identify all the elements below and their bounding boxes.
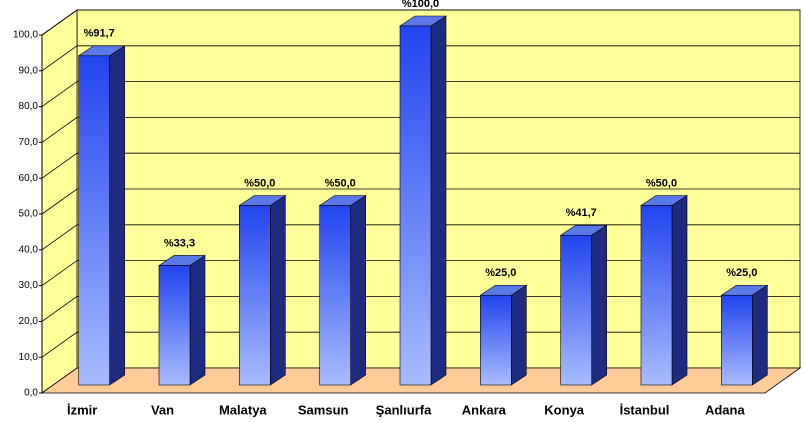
grid-line: [41, 117, 800, 143]
y-tick-label: 50,0: [19, 209, 39, 220]
y-tick-label: 90,0: [19, 65, 39, 76]
y-tick-label: 10,0: [19, 352, 39, 363]
bar: [560, 234, 592, 386]
bar: [158, 265, 191, 386]
bar-side: [671, 194, 688, 386]
grid-line: [41, 260, 800, 286]
x-tick-label: Konya: [544, 402, 585, 417]
x-tick-label: Ankara: [462, 402, 507, 417]
bar: [78, 55, 110, 386]
data-label: %50,0: [244, 177, 275, 189]
x-tick-label: Van: [151, 402, 174, 417]
x-tick-label: Şanlıurfa: [376, 402, 432, 417]
bar-side: [189, 254, 206, 386]
bar-side: [430, 15, 447, 386]
bar: [640, 205, 673, 386]
data-label: %41,7: [566, 207, 597, 219]
x-tick-label: Adana: [705, 402, 746, 417]
bar: [399, 25, 432, 386]
y-tick-label: 60,0: [19, 173, 39, 184]
y-tick-label: 40,0: [19, 244, 39, 255]
grid-line: [41, 81, 800, 107]
x-tick-label: Malatya: [219, 402, 267, 417]
bar: [239, 205, 271, 386]
x-tick-label: Samsun: [298, 402, 349, 417]
grid-line: [41, 188, 800, 215]
data-label: %50,0: [646, 177, 677, 189]
bar-side: [350, 194, 366, 386]
data-label: %25,0: [485, 267, 516, 279]
grid-line: [41, 331, 800, 358]
grid-line: [41, 45, 800, 72]
y-tick-label: 20,0: [19, 316, 39, 327]
bar-side: [752, 284, 768, 386]
y-tick-label: 30,0: [19, 280, 39, 291]
y-tick-label: 80,0: [19, 101, 39, 112]
bar: [480, 294, 512, 386]
x-tick-label: İzmir: [67, 402, 97, 417]
y-tick-label: 100,0: [13, 30, 38, 41]
y-tick-label: 70,0: [19, 137, 39, 148]
data-label: %25,0: [726, 267, 757, 279]
bar-side: [591, 224, 607, 386]
bar: [721, 294, 753, 386]
grid-line: [41, 224, 800, 251]
grid-line: [41, 152, 800, 179]
data-label: %50,0: [325, 177, 356, 189]
bar: [319, 205, 351, 386]
bar-side: [109, 45, 125, 386]
data-label: %33,3: [164, 237, 195, 249]
data-label: %100,0: [402, 0, 439, 10]
x-tick-label: İstanbul: [620, 402, 670, 417]
grid-line: [41, 9, 800, 36]
bar-side: [511, 284, 527, 386]
data-label: %91,7: [84, 28, 115, 40]
bar-side: [270, 194, 286, 386]
y-tick-label: 0,0: [24, 388, 38, 399]
grid-line: [41, 295, 800, 322]
